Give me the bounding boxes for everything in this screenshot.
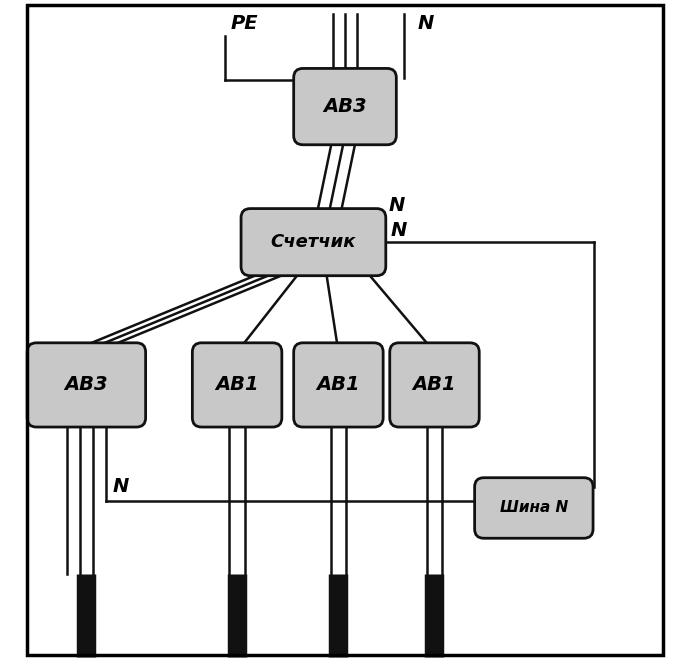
Text: N: N bbox=[112, 478, 129, 496]
FancyBboxPatch shape bbox=[390, 343, 480, 427]
FancyBboxPatch shape bbox=[294, 343, 383, 427]
Text: PE: PE bbox=[230, 14, 258, 32]
FancyBboxPatch shape bbox=[241, 209, 386, 276]
Text: Шина N: Шина N bbox=[500, 501, 568, 515]
Text: N: N bbox=[388, 197, 405, 215]
Text: AB3: AB3 bbox=[323, 97, 367, 116]
Text: AB1: AB1 bbox=[413, 376, 456, 394]
FancyBboxPatch shape bbox=[193, 343, 282, 427]
Text: Счетчик: Счетчик bbox=[270, 233, 356, 251]
FancyBboxPatch shape bbox=[475, 478, 593, 538]
Text: AB1: AB1 bbox=[317, 376, 360, 394]
FancyBboxPatch shape bbox=[294, 68, 396, 145]
Text: N: N bbox=[417, 14, 434, 32]
Text: AB3: AB3 bbox=[65, 376, 108, 394]
Text: AB1: AB1 bbox=[215, 376, 259, 394]
Text: N: N bbox=[391, 221, 407, 240]
FancyBboxPatch shape bbox=[27, 343, 146, 427]
